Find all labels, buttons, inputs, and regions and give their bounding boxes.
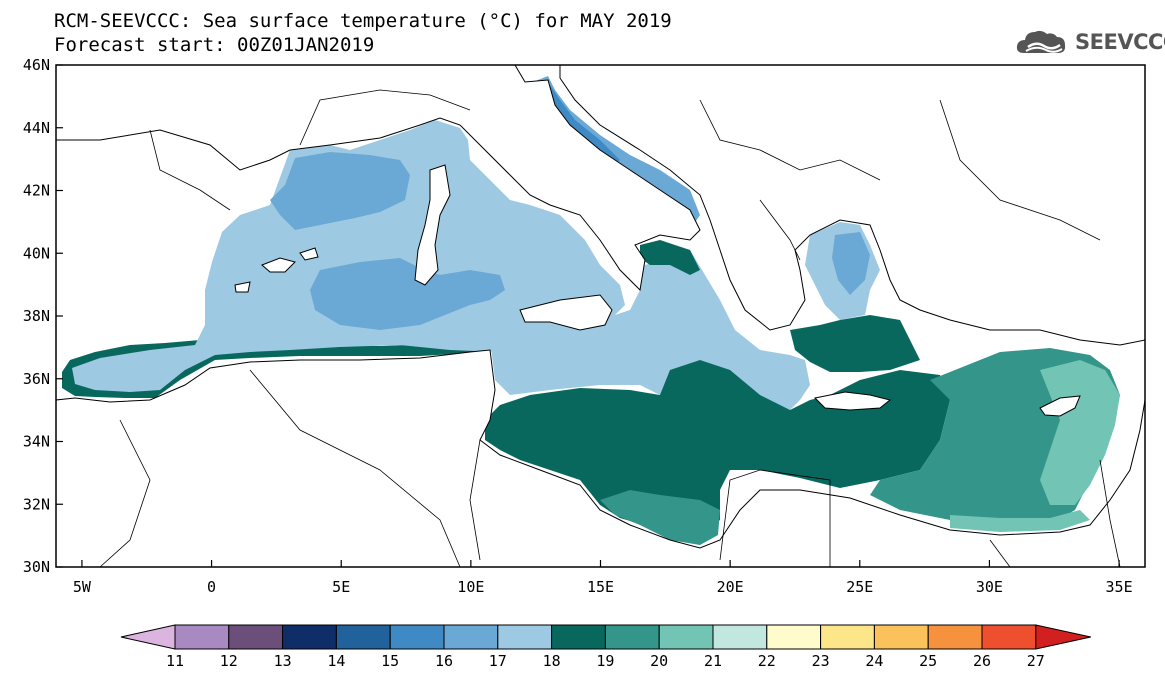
- colorbar-bin: [497, 624, 553, 650]
- colorbar-bin: [820, 624, 875, 650]
- colorbar-label: 21: [704, 652, 722, 670]
- colorbar-label: 15: [381, 652, 399, 670]
- colorbar-bin: [873, 624, 929, 650]
- colorbar-label: 22: [758, 652, 776, 670]
- lon-tick-label: 5E: [332, 578, 350, 596]
- lon-tick-label: 25E: [846, 578, 873, 596]
- colorbar-label: 16: [435, 652, 453, 670]
- europe-north-coast: [55, 64, 701, 292]
- sardinia-corsica: [414, 164, 451, 286]
- lon-tick-label: 15E: [587, 578, 614, 596]
- lat-tick-label: 42N: [23, 182, 50, 200]
- colorbar-bin: [335, 624, 391, 650]
- colorbar-low-arrow: [120, 624, 176, 650]
- colorbar-bin: [981, 624, 1037, 650]
- lat-tick-label: 34N: [23, 433, 50, 451]
- colorbar-label: 17: [489, 652, 507, 670]
- longitude-axis: 5W 0 5E 10E 15E 20E 25E 30E 35E: [73, 560, 1133, 596]
- colorbar-label: 20: [650, 652, 668, 670]
- colorbar: 11 12 13 14 15 16 17 18 19 20 21 22 23 24 25 26 27: [120, 624, 1091, 670]
- colorbar-bin: [228, 624, 284, 650]
- colorbar-bin: [927, 624, 983, 650]
- lon-tick-label: 10E: [457, 578, 484, 596]
- land-masses: [55, 64, 1146, 568]
- colorbar-label: 19: [596, 652, 614, 670]
- levantine-light-band: [1040, 360, 1120, 505]
- cyprus-island: [1039, 395, 1081, 417]
- colorbar-label: 13: [274, 652, 292, 670]
- colorbar-high-arrow: [1035, 624, 1091, 650]
- south-aegean-warm: [790, 315, 920, 372]
- colorbar-label: 18: [543, 652, 561, 670]
- lat-tick-label: 36N: [23, 370, 50, 388]
- nile-delta-coast: [950, 510, 1090, 532]
- lon-tick-label: 20E: [717, 578, 744, 596]
- colorbar-label: 26: [973, 652, 991, 670]
- country-borders: [99, 89, 1121, 568]
- colorbar-label: 23: [812, 652, 830, 670]
- colorbar-label: 11: [166, 652, 184, 670]
- colorbar-bin: [658, 624, 714, 650]
- lon-tick-label: 35E: [1106, 578, 1133, 596]
- lon-tick-label: 0: [207, 578, 216, 596]
- aegean-blue-core: [832, 232, 870, 295]
- gulf-of-sidra: [600, 490, 720, 545]
- balearic-blue-core: [310, 258, 505, 330]
- lat-tick-label: 40N: [23, 244, 50, 262]
- colorbar-bin: [766, 624, 822, 650]
- western-basin: [72, 120, 625, 392]
- colorbar-bin: [712, 624, 768, 650]
- lat-tick-label: 46N: [23, 56, 50, 74]
- colorbar-bin: [174, 624, 230, 650]
- north-africa-coast: [55, 349, 1146, 568]
- gulf-of-taranto: [640, 240, 700, 275]
- cloud-icon: [1016, 30, 1066, 53]
- colorbar-label: 14: [327, 652, 345, 670]
- crete-island: [813, 391, 892, 411]
- seevccc-logo: SEEVCCC: [1016, 27, 1165, 59]
- sicily-island: [519, 294, 613, 331]
- map-title: RCM-SEEVCCC: Sea surface temperature (°C…: [54, 10, 672, 32]
- forecast-start-label: Forecast start: 00Z01JAN2019: [54, 34, 375, 56]
- latitude-axis: 30N 32N 34N 36N 38N 40N 42N 44N 46N: [23, 56, 63, 576]
- colorbar-bin: [282, 624, 337, 650]
- lon-tick-label: 5W: [73, 578, 92, 596]
- colorbar-label: 24: [865, 652, 883, 670]
- colorbar-bin: [604, 624, 660, 650]
- colorbar-bin: [389, 624, 445, 650]
- lon-tick-label: 30E: [976, 578, 1003, 596]
- colorbar-label: 12: [220, 652, 238, 670]
- lat-tick-label: 38N: [23, 307, 50, 325]
- sardinia-blue-core: [270, 152, 410, 230]
- colorbar-label: 27: [1027, 652, 1045, 670]
- colorbar-label: 25: [919, 652, 937, 670]
- logo-text: SEEVCCC: [1075, 30, 1165, 54]
- colorbar-bin: [551, 624, 606, 650]
- balearic-islands: [234, 247, 319, 293]
- lat-tick-label: 44N: [23, 119, 50, 137]
- lat-tick-label: 32N: [23, 495, 50, 513]
- lat-tick-label: 30N: [23, 558, 50, 576]
- colorbar-bin: [443, 624, 499, 650]
